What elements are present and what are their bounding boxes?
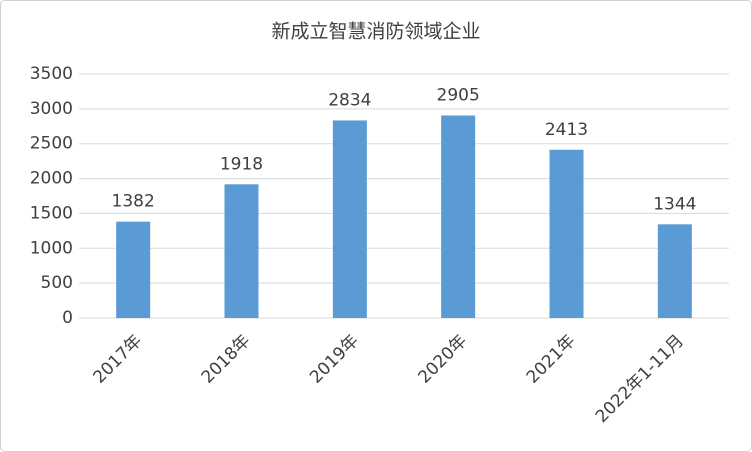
data-label: 2905	[437, 85, 480, 105]
bar	[441, 115, 476, 318]
data-label: 1918	[220, 154, 263, 174]
data-label: 1382	[112, 192, 155, 212]
data-label: 1344	[653, 194, 696, 214]
bar	[332, 120, 367, 318]
y-tick-label: 2000	[30, 169, 73, 189]
chart-title: 新成立智慧消防领域企业	[271, 21, 480, 43]
bar	[657, 224, 692, 318]
data-label: 2413	[545, 120, 588, 140]
y-tick-label: 2500	[30, 134, 73, 154]
bar	[116, 221, 151, 318]
y-tick-label: 3500	[30, 64, 73, 84]
bar	[549, 149, 584, 318]
bar	[224, 184, 259, 318]
y-tick-label: 3000	[30, 99, 73, 119]
y-tick-label: 1000	[30, 238, 73, 258]
y-tick-label: 500	[41, 273, 73, 293]
y-tick-label: 1500	[30, 203, 73, 223]
y-tick-label: 0	[62, 308, 73, 328]
data-label: 2834	[328, 90, 371, 110]
